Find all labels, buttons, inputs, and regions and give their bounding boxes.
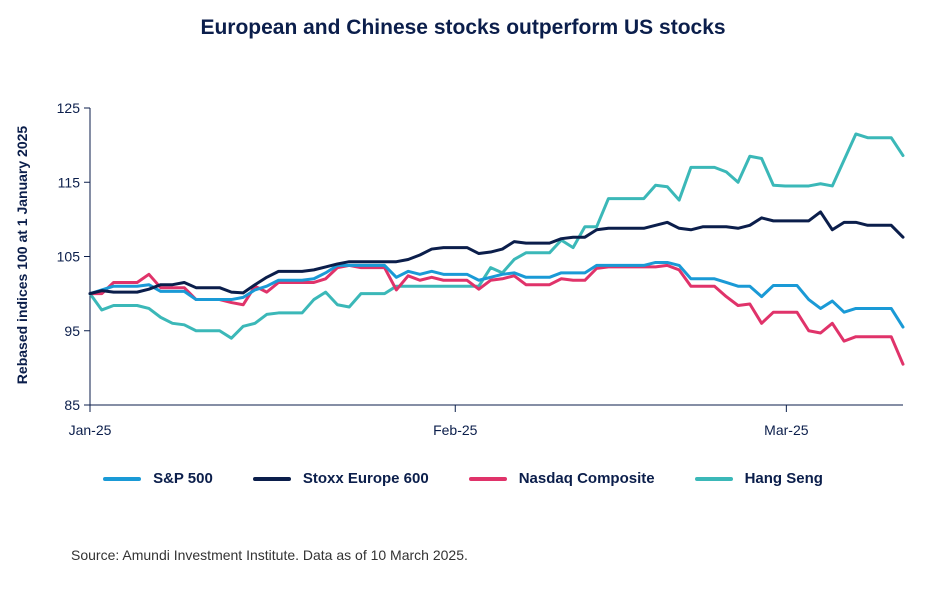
legend-swatch-nasdaq-composite [468, 476, 507, 481]
legend-swatch-s-p-500 [103, 476, 142, 481]
series-line-s-p-500 [88, 260, 905, 329]
series-line-hang-seng [88, 132, 905, 340]
chart-title: European and Chinese stocks outperform U… [200, 16, 726, 39]
legend-swatch-stoxx-europe-600 [252, 476, 291, 481]
series-line-stoxx-europe-600 [88, 210, 905, 296]
legend-label-nasdaq-composite: Nasdaq Composite [518, 470, 655, 487]
y-tick-label-125: 125 [57, 100, 81, 116]
legend-item-nasdaq-composite: Nasdaq Composite [468, 470, 655, 487]
y-tick-label-115: 115 [58, 174, 81, 190]
y-tick-label-85: 85 [64, 397, 80, 413]
legend-item-s-p-500: S&P 500 [103, 470, 213, 487]
legend-label-stoxx-europe-600: Stoxx Europe 600 [302, 470, 429, 487]
x-tick-label-Mar-25: Mar-25 [764, 422, 809, 438]
legend-swatch-hang-seng [694, 476, 733, 481]
x-tick-label-Feb-25: Feb-25 [433, 422, 478, 438]
legend-item-stoxx-europe-600: Stoxx Europe 600 [252, 470, 429, 487]
source-note: Source: Amundi Investment Institute. Dat… [71, 547, 468, 563]
y-tick-label-105: 105 [57, 249, 81, 265]
y-tick-label-95: 95 [64, 323, 80, 339]
x-tick-label-Jan-25: Jan-25 [69, 422, 112, 438]
legend-label-s-p-500: S&P 500 [153, 470, 213, 487]
legend: S&P 500 Stoxx Europe 600 Nasdaq Composite H… [0, 470, 926, 487]
series-line-nasdaq-composite [88, 263, 905, 366]
legend-item-hang-seng: Hang Seng [694, 470, 823, 487]
legend-label-hang-seng: Hang Seng [744, 470, 823, 487]
